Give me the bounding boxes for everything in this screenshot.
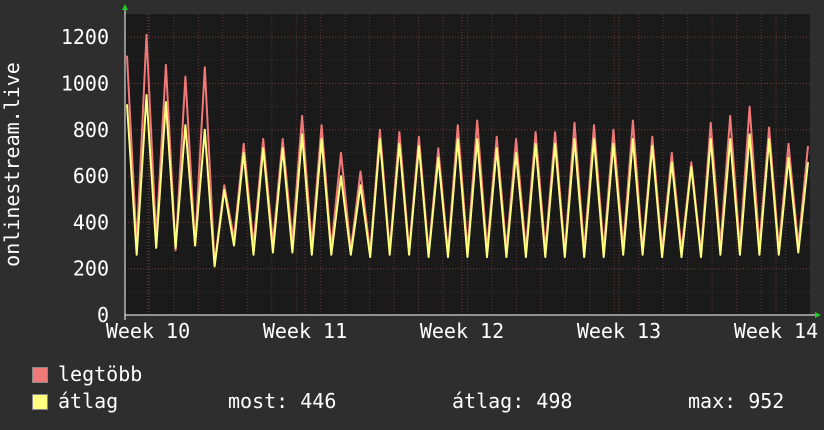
x-tick-label: Week 13 <box>577 319 661 343</box>
y-tick-label: 800 <box>73 118 109 142</box>
x-tick-label: Week 10 <box>106 319 190 343</box>
legend-label-max: legtöbb <box>58 362 143 386</box>
y-tick-label: 1200 <box>61 25 109 49</box>
x-tick-label: Week 14 <box>734 319 818 343</box>
legend-swatch-max <box>32 367 48 383</box>
x-axis-arrow <box>815 312 821 318</box>
y-tick-label: 1000 <box>61 71 109 95</box>
series-line-1 <box>126 94 809 268</box>
y-tick-label: 0 <box>97 303 109 327</box>
x-tick-label: Week 12 <box>420 319 504 343</box>
stat-now: most: 446 <box>228 389 337 413</box>
y-axis-label: onlinestream.live <box>0 62 24 267</box>
legend-label-avg: átlag <box>58 389 119 413</box>
legend-swatch-avg <box>32 394 48 410</box>
y-tick-label: 200 <box>73 257 109 281</box>
stat-max: max: 952 <box>688 389 785 413</box>
y-tick-label: 400 <box>73 210 109 234</box>
stat-avg: átlag: 498 <box>452 389 573 413</box>
x-tick-label: Week 11 <box>263 319 347 343</box>
y-axis-arrow <box>122 4 128 10</box>
y-tick-label: 600 <box>73 164 109 188</box>
